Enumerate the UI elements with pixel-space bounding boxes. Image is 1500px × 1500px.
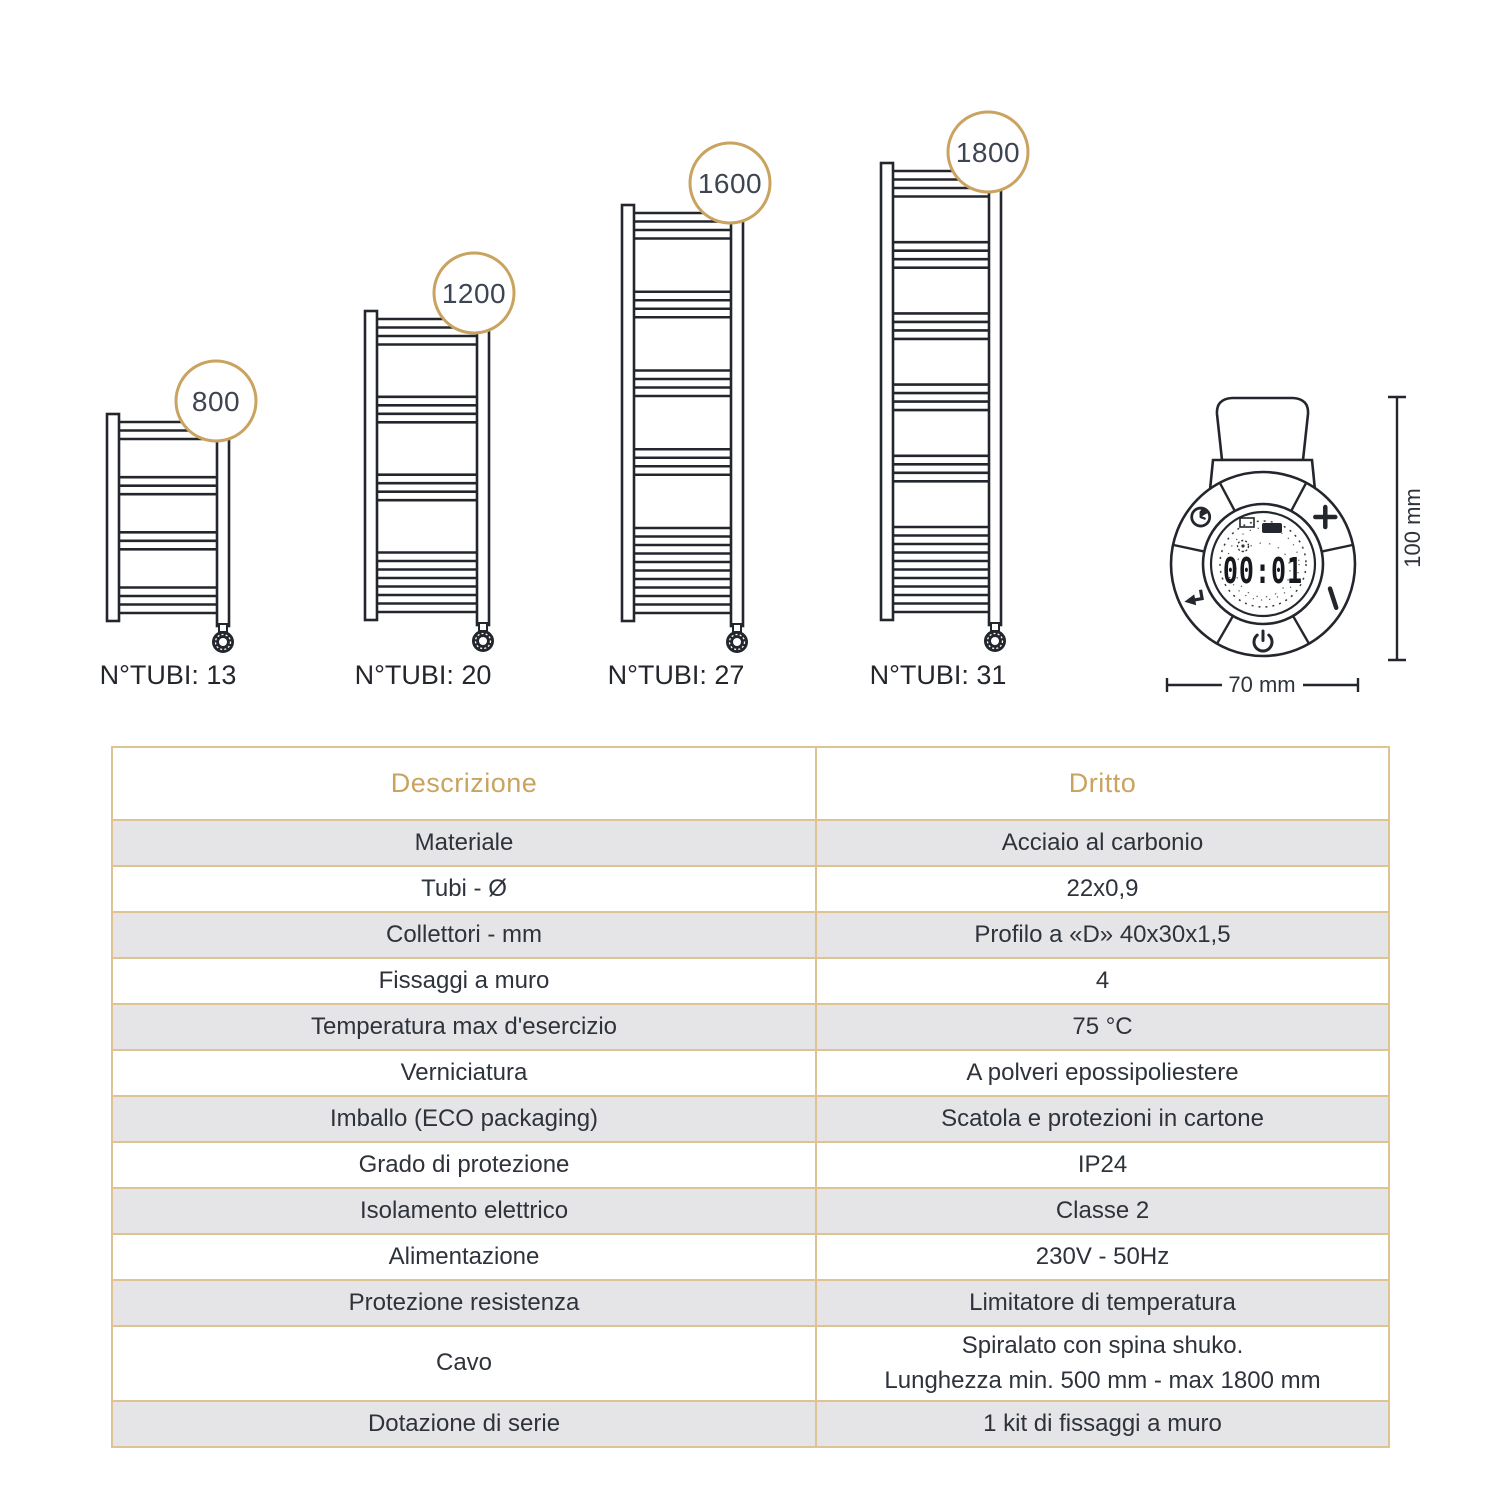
spec-label-cell: Tubi - Ø [111,865,817,913]
valve-stem [218,623,228,633]
table-row: Alimentazione 230V - 50Hz [111,1233,1390,1281]
lcd-display [1209,510,1317,618]
right-rail [729,203,745,628]
left-rail [363,309,379,622]
ring-divider [1291,615,1311,645]
height-badge [432,251,516,335]
bar-icon [1327,586,1339,610]
svg-text:00:01: 00:01 [1223,552,1303,592]
valve-stem [478,622,488,632]
table-row: Collettori - mm Profilo a «D» 40x30x1,5 [111,911,1390,959]
tubi-label: N°TUBI: 27 [608,660,745,690]
table-row: Dotazione di serie 1 kit di fissaggi a mu… [111,1400,1390,1448]
right-rail [987,161,1003,627]
spec-value-cell: A polveri epossipoliestere [815,1049,1390,1097]
height-badge-value: 800 [192,386,240,417]
spec-label-cell: Collettori - mm [111,911,817,959]
table-row: Cavo Spiralato con spina shuko. Lunghezza … [111,1325,1390,1402]
left-rail [620,203,636,623]
radiator-1200: 1200 N°TUBI: 20 [355,251,516,690]
spec-label-cell: Isolamento elettrico [111,1187,817,1235]
valve-stem [990,622,1000,632]
col-header-dritto: Dritto [815,746,1390,821]
table-row: Materiale Acciaio al carbonio [111,819,1390,867]
lcd-auto-badge [1262,523,1282,533]
tubi-label: N°TUBI: 13 [100,660,237,690]
ring-divider [1218,482,1236,512]
spec-label-cell: Imballo (ECO packaging) [111,1095,817,1143]
spec-label-cell: Fissaggi a muro [111,957,817,1005]
left-rail [879,161,895,622]
spec-label-cell: Verniciatura [111,1049,817,1097]
ring-divider [1215,615,1235,645]
table-row: Verniciatura A polveri epossipoliestere [111,1049,1390,1097]
spec-value-cell: 230V - 50Hz [815,1233,1390,1281]
spec-table: Descrizione Dritto Materiale Acciaio al c… [111,746,1390,1448]
ring-divider [1290,482,1308,512]
spec-value-cell: 1 kit di fissaggi a muro [815,1400,1390,1448]
table-row: Imballo (ECO packaging) Scatola e protezi… [111,1095,1390,1143]
right-rail [215,412,231,628]
table-row: Isolamento elettrico Classe 2 [111,1187,1390,1235]
height-dimension: 100 mm [1388,395,1425,662]
height-badge-value: 1200 [442,278,506,309]
spec-value-cell: Scatola e protezioni in cartone [815,1095,1390,1143]
radiator-800: 800 N°TUBI: 13 [100,359,258,690]
spec-label-cell: Protezione resistenza [111,1279,817,1327]
spec-label-cell: Dotazione di serie [111,1400,817,1448]
height-badge [174,359,258,443]
back-arrow-icon [1184,589,1204,606]
table-row: Grado di protezione IP24 [111,1141,1390,1189]
table-row: Tubi - Ø 22x0,9 [111,865,1390,913]
spec-value-cell: Classe 2 [815,1187,1390,1235]
tubi-label: N°TUBI: 31 [870,660,1007,690]
power-icon [1252,629,1274,653]
spec-label-cell: Cavo [111,1325,817,1402]
lcd-target-icon [1236,539,1250,553]
height-badge-value: 1800 [956,137,1020,168]
thermostat-diagram: 00:01 100 mm 70 mm [1165,395,1425,697]
table-row: Fissaggi a muro 4 [111,957,1390,1005]
ring-divider [1172,543,1205,553]
spec-value-cell: Profilo a «D» 40x30x1,5 [815,911,1390,959]
height-badge [946,110,1030,194]
spec-label-cell: Temperatura max d'esercizio [111,1003,817,1051]
spec-value-cell: 22x0,9 [815,865,1390,913]
plus-icon [1313,504,1338,530]
height-badge [688,141,772,225]
right-rail [475,309,491,627]
valve-stem [732,623,742,633]
spec-value-cell: 75 °C [815,1003,1390,1051]
spec-label-cell: Materiale [111,819,817,867]
spec-label-cell: Alimentazione [111,1233,817,1281]
spec-value-cell: 4 [815,957,1390,1005]
radiator-diagrams: 800 N°TUBI: 13 1200 N°TUBI: 20 1600 N°TUBI: 2… [100,110,1425,697]
spec-value-cell: Spiralato con spina shuko. Lunghezza min.… [815,1325,1390,1402]
col-header-descrizione: Descrizione [111,746,817,821]
ring-divider [1321,543,1354,553]
thermostat-cap [1215,396,1310,462]
radiator-1600: 1600 N°TUBI: 27 [608,141,772,690]
spec-value-cell: Limitatore di temperatura [815,1279,1390,1327]
spec-value-cell: IP24 [815,1141,1390,1189]
tubi-label: N°TUBI: 20 [355,660,492,690]
table-header-row: Descrizione Dritto [111,746,1390,821]
table-row: Protezione resistenza Limitatore di tempe… [111,1279,1390,1327]
spec-label-cell: Grado di protezione [111,1141,817,1189]
width-dim-label: 70 mm [1228,672,1295,697]
lcd-time-value: 00:01 [1223,552,1303,592]
table-row: Temperatura max d'esercizio 75 °C [111,1003,1390,1051]
radiator-1800: 1800 N°TUBI: 31 [870,110,1030,690]
height-dim-label: 100 mm [1400,488,1425,567]
width-dimension: 70 mm [1165,672,1360,697]
spec-value-cell: Acciaio al carbonio [815,819,1390,867]
timer-icon [1190,506,1212,528]
left-rail [105,412,121,623]
height-badge-value: 1600 [698,168,762,199]
spec-table-grid: Descrizione Dritto Materiale Acciaio al c… [111,746,1390,1448]
